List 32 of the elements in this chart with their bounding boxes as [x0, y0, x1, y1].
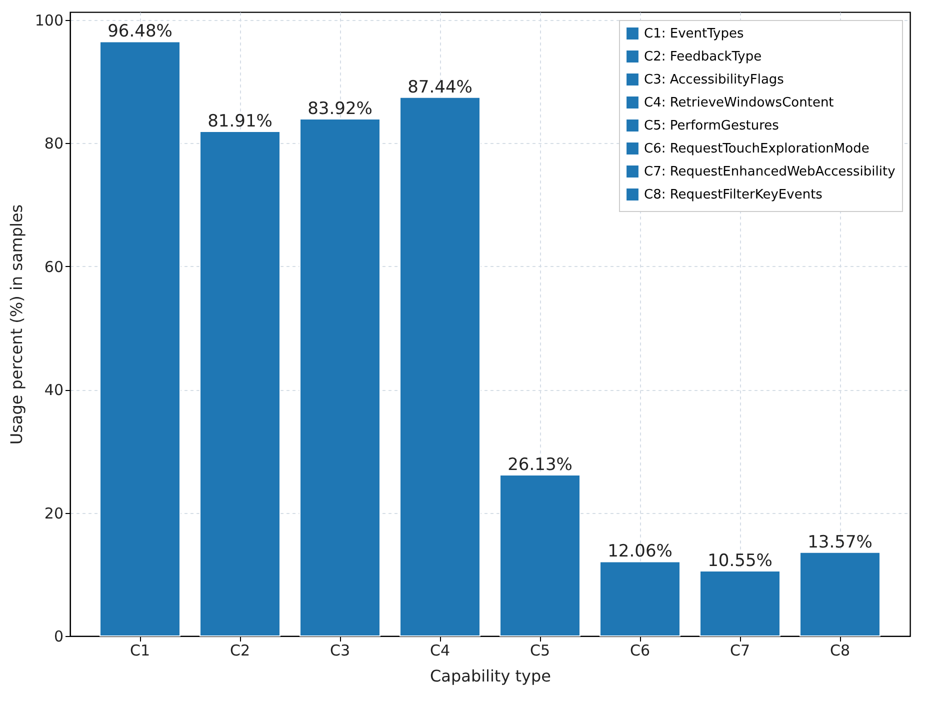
x-tick-label: C1 — [130, 642, 150, 660]
data-label: 12.06% — [608, 542, 672, 562]
x-tick-label: C3 — [330, 642, 350, 660]
y-tick-label: 80 — [44, 134, 64, 153]
legend-label: C3: AccessibilityFlags — [644, 72, 784, 88]
y-tick-label: 100 — [34, 12, 64, 30]
data-label: 26.13% — [508, 455, 572, 476]
data-label: 81.91% — [208, 111, 272, 132]
x-tick-label: C6 — [630, 642, 650, 660]
x-tick-label: C8 — [830, 642, 850, 660]
x-tick-label: C7 — [730, 642, 750, 660]
y-tick-label: 40 — [44, 381, 64, 400]
x-tick-label: C2 — [230, 642, 250, 660]
legend-label: C7: RequestEnhancedWebAccessibility — [644, 164, 896, 180]
data-label: 83.92% — [308, 99, 372, 120]
x-axis-title: Capability type — [430, 666, 551, 686]
y-tick-label: 0 — [54, 628, 64, 646]
data-label: 10.55% — [708, 551, 772, 572]
legend-label: C8: RequestFilterKeyEvents — [644, 188, 823, 202]
x-tick-label: C5 — [530, 642, 550, 660]
legend-label: C1: EventTypes — [644, 26, 744, 42]
y-tick-label: 20 — [44, 504, 64, 522]
y-tick-label: 60 — [44, 258, 64, 276]
legend-label: C6: RequestTouchExplorationMode — [644, 142, 870, 156]
data-label: 96.48% — [108, 22, 172, 42]
legend-label: C2: FeedbackType — [644, 50, 762, 64]
data-label: 13.57% — [808, 532, 872, 552]
y-axis-title: Usage percent (%) in samples — [6, 204, 26, 445]
data-label: 87.44% — [408, 77, 472, 98]
x-tick-label: C4 — [430, 642, 450, 660]
legend-label: C4: RetrieveWindowsContent — [644, 96, 834, 110]
legend-label: C5: PerformGestures — [644, 118, 780, 134]
